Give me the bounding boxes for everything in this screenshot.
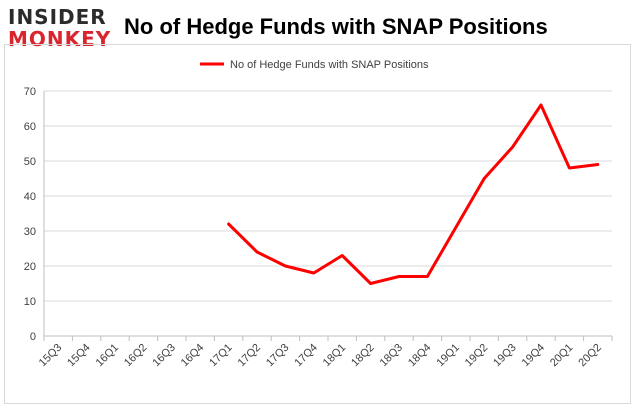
x-tick-label: 19Q2: [463, 342, 491, 370]
y-tick-label: 60: [24, 121, 36, 133]
y-tick-label: 50: [24, 156, 36, 168]
x-tick-label: 15Q4: [65, 342, 93, 370]
x-tick-label: 18Q1: [321, 342, 349, 370]
x-tick-label: 15Q3: [37, 342, 65, 370]
x-tick-label: 16Q3: [150, 342, 178, 370]
chart-frame: [4, 44, 631, 404]
x-tick-label: 16Q1: [94, 342, 122, 370]
series-line-0: [227, 103, 600, 285]
x-tick-label: 16Q4: [179, 342, 207, 370]
x-tick-label: 19Q4: [520, 342, 548, 370]
y-tick-label: 0: [30, 331, 36, 343]
x-tick-label: 19Q1: [434, 342, 462, 370]
x-tick-label: 17Q3: [264, 342, 292, 370]
x-tick-label: 17Q2: [236, 342, 264, 370]
y-tick-label: 10: [24, 296, 36, 308]
x-tick-label: 20Q1: [548, 342, 576, 370]
x-tick-label: 18Q4: [406, 342, 434, 370]
legend-label: No of Hedge Funds with SNAP Positions: [230, 59, 429, 71]
y-tick-label: 30: [24, 226, 36, 238]
y-tick-label: 70: [24, 86, 36, 98]
x-tick-label: 17Q4: [292, 342, 320, 370]
x-tick-label: 16Q2: [122, 342, 150, 370]
y-tick-label: 40: [24, 191, 36, 203]
x-tick-label: 20Q2: [576, 342, 604, 370]
x-tick-label: 19Q3: [491, 342, 519, 370]
x-tick-label: 18Q2: [349, 342, 377, 370]
logo-text-top: INSIDER: [8, 5, 107, 29]
y-tick-label: 20: [24, 261, 36, 273]
x-tick-label: 18Q3: [378, 342, 406, 370]
chart-title: No of Hedge Funds with SNAP Positions: [124, 14, 548, 39]
x-tick-label: 17Q1: [207, 342, 235, 370]
